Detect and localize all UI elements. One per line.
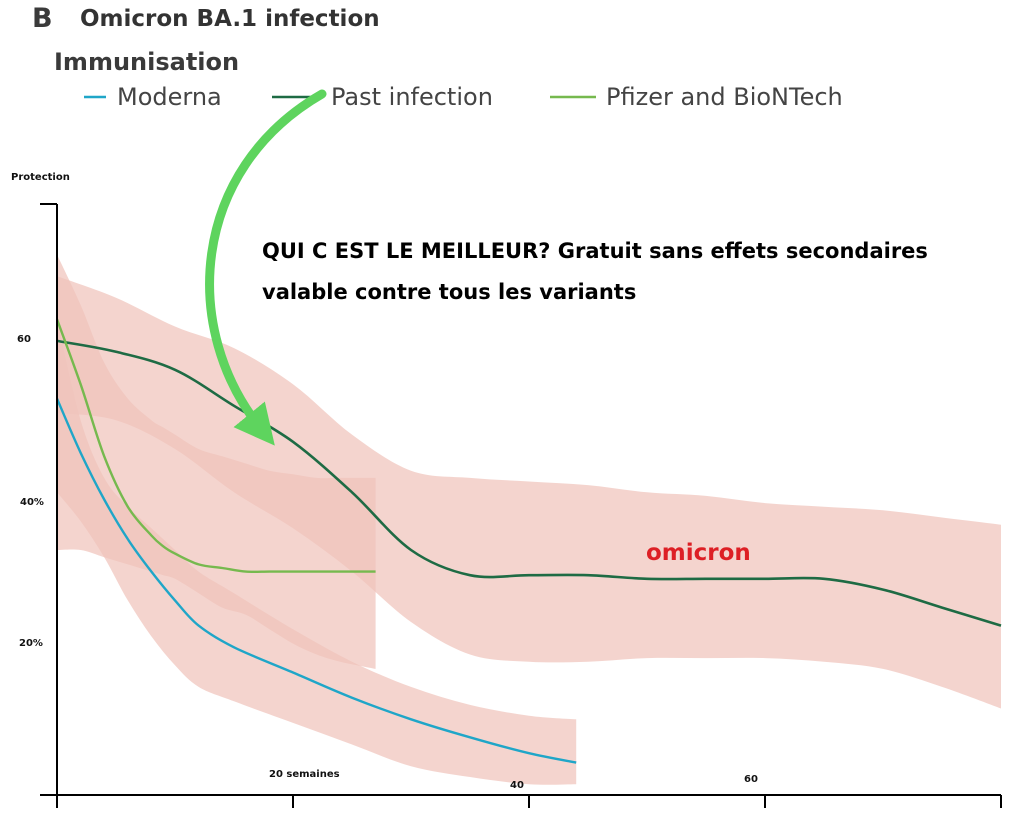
annotation-line-1: QUI C EST LE MEILLEUR? Gratuit sans effe…	[262, 239, 928, 263]
band-moderna	[57, 319, 577, 785]
y-tick-label-40: 40%	[20, 497, 44, 508]
legend-label-moderna: Moderna	[117, 83, 222, 111]
y-axis-label: Protection	[11, 172, 70, 183]
band-past-infection	[57, 276, 1001, 709]
annotation-line-2: valable contre tous les variants	[262, 280, 636, 304]
line-past-infection	[56, 339, 1002, 627]
line-pfizer-biontech	[55, 318, 376, 574]
line-moderna	[55, 398, 577, 764]
y-tick-label-60: 60	[17, 334, 31, 345]
x-tick-label-40: 40	[510, 780, 524, 791]
y-tick-label-20: 20%	[19, 638, 43, 649]
omicron-label: omicron	[646, 540, 751, 566]
legend-item-past-infection: Past infection	[272, 83, 493, 111]
x-axis-ticks	[56, 795, 1002, 808]
legend-label-pfizer-biontech: Pfizer and BioNTech	[606, 83, 843, 111]
confidence-bands	[57, 254, 1001, 785]
tick-labels: 60 40% 20% 20 semaines 40 60	[17, 334, 758, 791]
annotation-arrow-icon	[205, 89, 327, 446]
x-tick-label-20: 20 semaines	[269, 769, 340, 780]
legend-label-past-infection: Past infection	[331, 83, 493, 111]
axes	[40, 203, 1002, 808]
legend-heading: Immunisation	[54, 48, 239, 76]
series-lines	[55, 318, 1002, 764]
x-tick-label-60: 60	[744, 774, 758, 785]
panel-letter: B	[32, 3, 53, 34]
legend-item-moderna: Moderna	[84, 83, 222, 111]
legend-item-pfizer-biontech: Pfizer and BioNTech	[550, 83, 843, 111]
panel-title: Omicron BA.1 infection	[80, 6, 380, 32]
